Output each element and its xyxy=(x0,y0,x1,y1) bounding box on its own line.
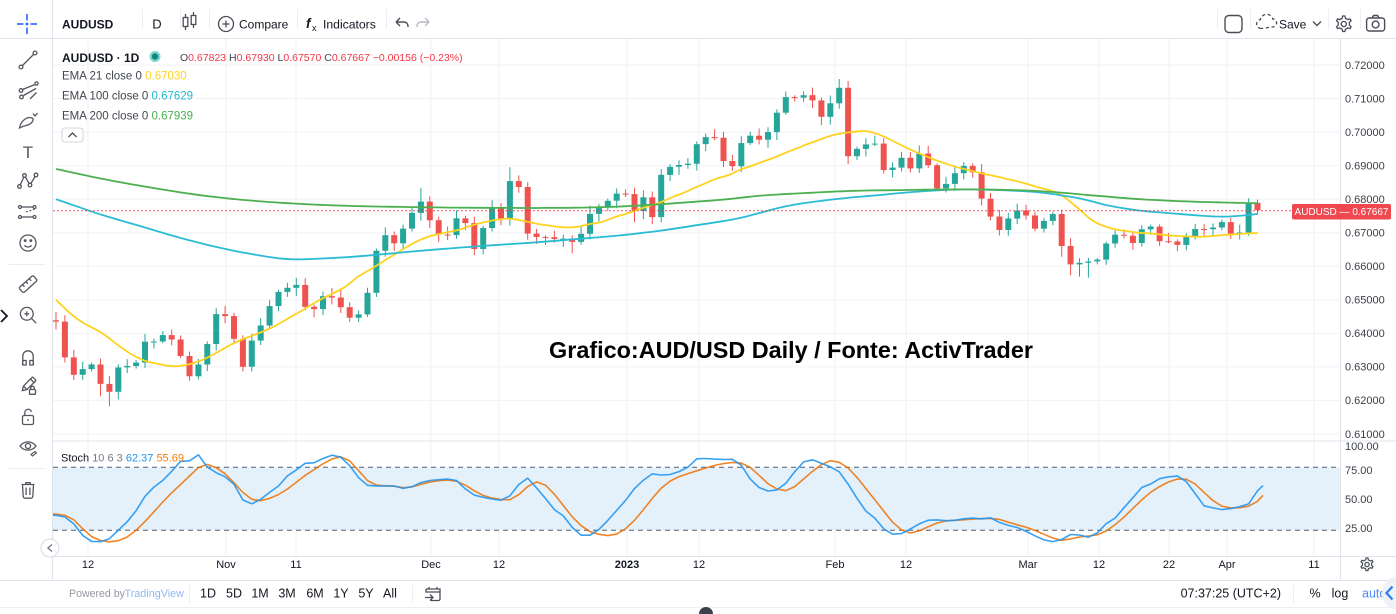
svg-text:Grafico:AUD/USD Daily / Fonte:: Grafico:AUD/USD Daily / Fonte: ActivTrad… xyxy=(549,337,1033,363)
svg-text:12: 12 xyxy=(82,559,94,571)
svg-text:Save: Save xyxy=(1279,18,1307,32)
svg-text:0.70000: 0.70000 xyxy=(1345,127,1385,139)
svg-text:2023: 2023 xyxy=(615,559,639,571)
svg-text:5Y: 5Y xyxy=(358,587,374,601)
svg-text:Stoch 10 6 3 62.37 55.69: Stoch 10 6 3 62.37 55.69 xyxy=(61,453,184,465)
svg-text:auto: auto xyxy=(1362,587,1386,601)
svg-text:D: D xyxy=(152,17,161,32)
svg-text:log: log xyxy=(1332,587,1349,601)
svg-text:22: 22 xyxy=(1163,559,1175,571)
svg-text:0.61000: 0.61000 xyxy=(1345,429,1385,441)
svg-text:3M: 3M xyxy=(278,587,295,601)
svg-text:12: 12 xyxy=(900,559,912,571)
svg-text:EMA 200 close 0 0.67939: EMA 200 close 0 0.67939 xyxy=(62,111,193,123)
svg-text:Compare: Compare xyxy=(239,18,289,32)
svg-text:5D: 5D xyxy=(226,587,242,601)
svg-text:EMA 21 close 0 0.67030: EMA 21 close 0 0.67030 xyxy=(62,71,187,83)
svg-text:0.64000: 0.64000 xyxy=(1345,328,1385,340)
svg-text:50.00: 50.00 xyxy=(1345,494,1373,506)
svg-text:25.00: 25.00 xyxy=(1345,523,1373,535)
svg-text:T: T xyxy=(23,143,33,162)
svg-text:0.65000: 0.65000 xyxy=(1345,295,1385,307)
svg-text:0.68000: 0.68000 xyxy=(1345,194,1385,206)
svg-text:Apr: Apr xyxy=(1218,559,1235,571)
svg-text:1M: 1M xyxy=(251,587,268,601)
svg-text:Powered by: Powered by xyxy=(69,588,126,600)
svg-text:f: f xyxy=(306,16,312,31)
svg-text:1D: 1D xyxy=(200,587,216,601)
svg-text:0.67000: 0.67000 xyxy=(1345,228,1385,240)
svg-text:100.00: 100.00 xyxy=(1345,441,1379,453)
svg-text:0.66000: 0.66000 xyxy=(1345,261,1385,273)
svg-text:11: 11 xyxy=(290,559,301,571)
svg-text:0.72000: 0.72000 xyxy=(1345,60,1385,72)
svg-text:TradingView: TradingView xyxy=(125,588,185,600)
svg-text:Indicators: Indicators xyxy=(323,18,376,32)
svg-text:AUDUSD: AUDUSD xyxy=(62,18,114,32)
svg-text:11: 11 xyxy=(1308,559,1319,571)
svg-text:Feb: Feb xyxy=(826,559,845,571)
svg-text:%: % xyxy=(1309,587,1320,601)
svg-text:1Y: 1Y xyxy=(333,587,349,601)
svg-text:EMA 100 close 0 0.67629: EMA 100 close 0 0.67629 xyxy=(62,91,193,103)
svg-text:12: 12 xyxy=(1093,559,1105,571)
svg-text:6M: 6M xyxy=(306,587,323,601)
svg-text:0.62000: 0.62000 xyxy=(1345,395,1385,407)
svg-text:All: All xyxy=(383,587,397,601)
svg-text:Mar: Mar xyxy=(1019,559,1038,571)
svg-text:12: 12 xyxy=(693,559,705,571)
svg-text:x: x xyxy=(312,23,317,33)
svg-text:0.69000: 0.69000 xyxy=(1345,160,1385,172)
svg-text:AUDUSD · 1D: AUDUSD · 1D xyxy=(62,51,140,65)
svg-text:AUDUSD — 0.67667: AUDUSD — 0.67667 xyxy=(1295,207,1389,218)
svg-text:0.71000: 0.71000 xyxy=(1345,93,1385,105)
svg-text:Nov: Nov xyxy=(216,559,236,571)
svg-text:O0.67823 H0.67930 L0.67570: O0.67823 H0.67930 L0.67570 C0.67667 −0.0… xyxy=(180,52,463,64)
svg-text:12: 12 xyxy=(493,559,505,571)
svg-text:07:37:25 (UTC+2): 07:37:25 (UTC+2) xyxy=(1181,587,1281,601)
svg-text:Dec: Dec xyxy=(421,559,441,571)
svg-text:75.00: 75.00 xyxy=(1345,465,1373,477)
svg-text:0.63000: 0.63000 xyxy=(1345,362,1385,374)
